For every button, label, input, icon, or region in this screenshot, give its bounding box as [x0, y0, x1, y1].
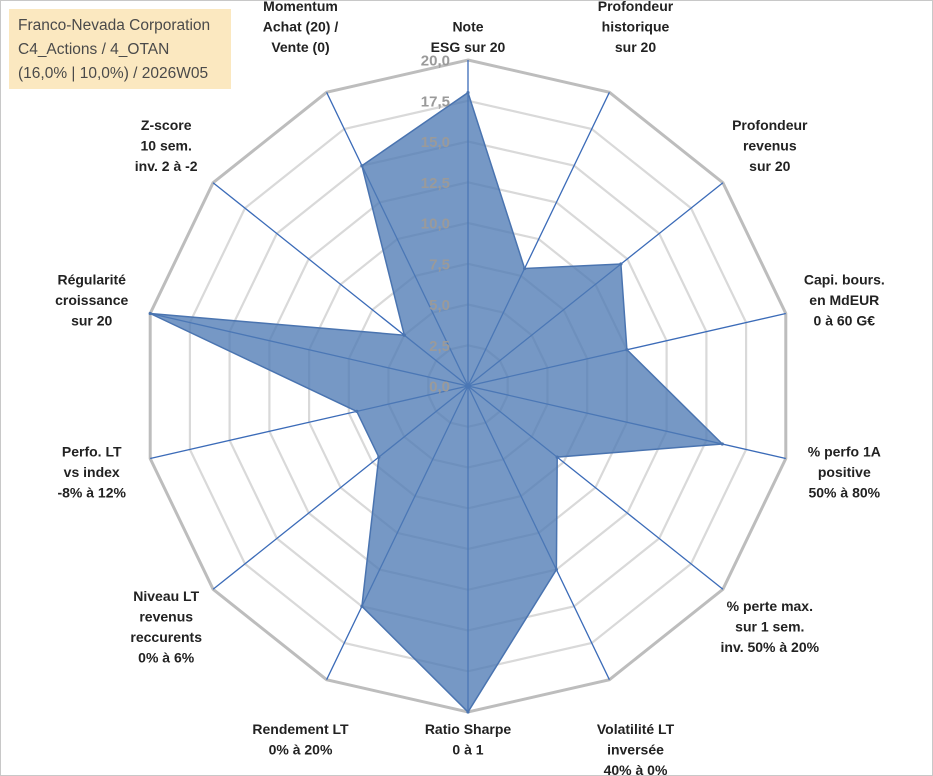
axis-label-line: sur 20 — [71, 313, 112, 329]
axis-label-line: sur 20 — [615, 39, 656, 55]
axis-label-line: sur 20 — [749, 158, 790, 174]
axis-label-line: reccurents — [130, 629, 202, 645]
axis-label-line: -8% à 12% — [57, 484, 126, 500]
axis-label-8: Ratio Sharpe 0 à 1 — [425, 721, 512, 758]
radial-tick-label: 7,5 — [429, 256, 450, 273]
axis-label-line: 0 à 60 G€ — [814, 313, 876, 329]
axis-label-13: Z-score 10 sem. inv. 2 à -2 — [135, 117, 198, 174]
axis-label-line: croissance — [55, 292, 128, 308]
series-point-11 — [355, 409, 359, 413]
axis-label-line: inv. 2 à -2 — [135, 158, 198, 174]
axis-label-1: Note ESG sur 20 — [431, 19, 506, 56]
axis-label-line: sur 1 sem. — [735, 619, 804, 635]
radial-tick-label: 12,5 — [421, 175, 450, 192]
axis-label-line: Note — [452, 19, 483, 35]
axis-label-7: Volatilité LT inversée 40% à 0% — [597, 721, 675, 776]
axis-label-line: positive — [818, 464, 871, 480]
series-point-7 — [554, 568, 559, 572]
axis-label-5: % perfo 1A positive 50% à 80% — [808, 443, 881, 500]
series-point-3 — [619, 262, 623, 266]
axis-label-line: Ratio Sharpe — [425, 721, 512, 737]
series-point-4 — [625, 348, 629, 352]
radial-tick-label: 17,5 — [421, 93, 450, 110]
axis-label-line: revenus — [743, 137, 797, 153]
axis-label-line: Régularité — [57, 272, 126, 288]
axis-label-line: Capi. bours. — [804, 272, 885, 288]
radial-tick-label: 2,5 — [429, 338, 450, 355]
series-point-8 — [466, 710, 470, 714]
axis-label-line: 0 à 1 — [452, 742, 483, 758]
axis-label-line: % perte max. — [727, 598, 813, 614]
axis-label-6: % perte max. sur 1 sem. inv. 50% à 20% — [721, 598, 820, 655]
axis-label-line: inv. 50% à 20% — [721, 639, 820, 655]
axis-label-line: Perfo. LT — [62, 443, 122, 459]
series-point-12 — [148, 311, 152, 316]
axis-label-line: Momentum — [263, 0, 338, 14]
radar-series — [148, 91, 724, 714]
radial-tick-label: 20,0 — [421, 53, 450, 70]
radial-tick-label: 10,0 — [421, 216, 450, 233]
radar-tick-labels: 0,0 2,5 5,0 7,5 10,0 12,5 15,0 17,5 20,0 — [421, 53, 450, 396]
series-point-13 — [402, 333, 406, 337]
axis-label-line: 50% à 80% — [808, 484, 880, 500]
series-point-1 — [466, 91, 470, 95]
radar-axis-labels: Note ESG sur 20 Profondeur historique sur 20… — [55, 0, 885, 776]
axis-label-3: Profondeur revenus sur 20 — [732, 117, 808, 174]
axis-label-10: Niveau LT revenus reccurents 0% à 6% — [130, 588, 202, 666]
axis-label-line: 40% à 0% — [604, 762, 668, 776]
axis-label-line: Profondeur — [598, 0, 674, 14]
axis-label-line: en MdEUR — [809, 292, 879, 308]
series-point-2 — [523, 266, 527, 271]
chart-title-company: Franco-Nevada Corporation — [18, 17, 211, 34]
axis-label-line: revenus — [139, 608, 193, 624]
radial-tick-label: 0,0 — [429, 379, 450, 396]
chart-title-box: Franco-Nevada Corporation C4_Actions / 4… — [9, 9, 231, 89]
axis-label-2: Profondeur historique sur 20 — [598, 0, 674, 55]
radial-tick-label: 5,0 — [429, 297, 450, 314]
axis-label-14: Momentum Achat (20) / Vente (0) — [263, 0, 339, 55]
axis-label-line: Volatilité LT — [597, 721, 675, 737]
axis-label-line: ESG sur 20 — [431, 39, 506, 55]
axis-label-line: 10 sem. — [141, 137, 192, 153]
chart-title-period: (16,0% | 10,0%) / 2026W05 — [18, 65, 209, 82]
axis-label-line: 0% à 6% — [138, 649, 195, 665]
axis-label-line: Niveau LT — [133, 588, 199, 604]
axis-label-11: Perfo. LT vs index -8% à 12% — [57, 443, 126, 500]
axis-label-line: 0% à 20% — [269, 742, 333, 758]
axis-label-line: historique — [602, 19, 670, 35]
axis-label-4: Capi. bours. en MdEUR 0 à 60 G€ — [804, 272, 885, 329]
radial-tick-label: 15,0 — [421, 134, 450, 151]
axis-label-line: Rendement LT — [252, 721, 349, 737]
axis-label-line: Z-score — [141, 117, 192, 133]
series-point-9 — [360, 604, 364, 608]
series-point-5 — [720, 442, 724, 446]
axis-label-line: Achat (20) / — [263, 19, 339, 35]
axis-label-line: Vente (0) — [271, 39, 329, 55]
series-point-14 — [360, 164, 364, 168]
series-point-10 — [377, 455, 381, 459]
axis-label-9: Rendement LT 0% à 20% — [252, 721, 349, 758]
series-point-6 — [555, 455, 559, 459]
axis-label-line: Profondeur — [732, 117, 808, 133]
axis-label-line: % perfo 1A — [808, 443, 881, 459]
axis-label-12: Régularité croissance sur 20 — [55, 272, 128, 329]
chart-title-portfolio: C4_Actions / 4_OTAN — [18, 41, 170, 58]
axis-label-line: vs index — [64, 464, 120, 480]
axis-label-line: inversée — [607, 742, 664, 758]
